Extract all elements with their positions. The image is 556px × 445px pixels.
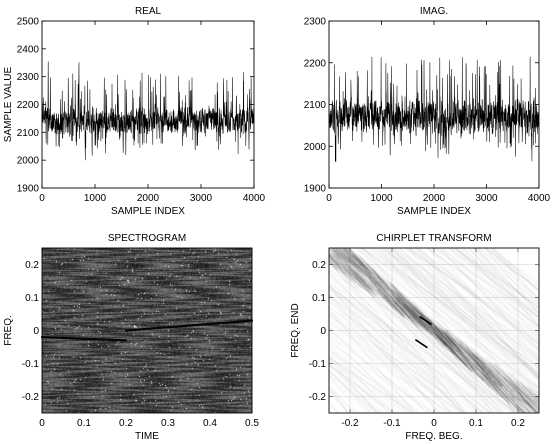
chirplet-xtick-label: 0 [431,418,437,429]
spectrogram-xlabel: TIME [135,431,159,442]
spectrogram-xtick-label: 0.2 [119,418,133,429]
real-xtick-label: 3000 [190,193,213,204]
spectrogram-axes: SPECTROGRAM TIME FREQ. 0 0.1 0.2 0.3 0.4 0.5 -0.2… [3,233,259,442]
imag-ytick-label: 2300 [304,17,327,28]
spectrogram-xtick-label: 0.3 [161,418,175,429]
spectrogram-title: SPECTROGRAM [108,233,186,244]
spectrogram-xtick-label: 0 [39,418,45,429]
real-xtick-label: 2000 [137,193,160,204]
real-axes: REAL SAMPLE INDEX SAMPLE VALUE 0 1000 2000 300… [3,6,266,217]
real-ytick-label: 2000 [17,156,40,167]
spectrogram-ytick-label: -0.2 [22,392,40,403]
chirplet-image [329,248,539,413]
real-xlabel: SAMPLE INDEX [111,206,185,217]
real-series-line [41,61,255,161]
real-xtick-label: 4000 [243,193,266,204]
real-ytick-label: 2300 [17,72,40,83]
spectrogram-ytick-label: 0 [33,326,39,337]
imag-title: IMAG. [420,6,448,17]
real-title: REAL [135,6,162,17]
real-ytick-label: 2200 [17,100,40,111]
real-ytick-label: 1900 [17,184,40,195]
spectrogram-ytick-label: -0.1 [22,359,40,370]
spectrogram-xtick-label: 0.5 [245,418,259,429]
chirplet-xtick-label: -0.1 [383,418,401,429]
spectrogram-ylabel: FREQ. [3,315,14,346]
real-ytick-label: 2100 [17,128,40,139]
imag-ytick-label: 2000 [304,142,327,153]
chirplet-frame [328,247,540,414]
chirplet-ytick-label: 0.1 [312,293,326,304]
spectrogram-xtick-label: 0.1 [77,418,91,429]
chirplet-ytick-label: 0.2 [312,260,326,271]
spectrogram-image [42,248,252,413]
imag-xtick-label: 4000 [528,193,551,204]
real-xtick-label: 1000 [84,193,107,204]
imag-ytick-label: 2200 [304,58,327,69]
chirplet-xlabel: FREQ. BEG. [405,431,462,442]
spectrogram-xtick-label: 0.4 [203,418,217,429]
imag-xtick-label: 2000 [423,193,446,204]
real-ytick-label: 2400 [17,44,40,55]
spectrogram-ytick-label: 0.2 [25,260,39,271]
imag-xtick-label: 0 [326,193,332,204]
imag-xtick-label: 3000 [475,193,498,204]
spectrogram-ytick-label: 0.1 [25,293,39,304]
spectrogram-chirp-line [124,319,254,332]
chirplet-xtick-label: 0.1 [469,418,483,429]
spectrogram-chirp-line [40,336,128,342]
imag-frame [328,20,540,189]
chirplet-ytick-label: -0.2 [309,392,327,403]
real-frame [41,20,255,189]
chirplet-axes: CHIRPLET TRANSFORM FREQ. BEG. FREQ. END -0.… [290,233,540,442]
chirplet-xtick-label: -0.2 [341,418,359,429]
chirplet-ytick-label: 0 [320,326,326,337]
imag-series-line [328,56,540,162]
chirplet-xtick-label: 0.2 [511,418,525,429]
chirplet-ytick-label: -0.1 [309,359,327,370]
real-ytick-label: 2500 [17,17,40,28]
imag-axes: IMAG. SAMPLE INDEX 0 1000 2000 3000 4000 1900 20… [304,6,551,217]
chirplet-peak [414,339,428,349]
spectrogram-frame [41,247,253,414]
real-xtick-label: 0 [39,193,45,204]
chirplet-title: CHIRPLET TRANSFORM [376,233,491,244]
imag-xlabel: SAMPLE INDEX [397,206,471,217]
real-ylabel: SAMPLE VALUE [3,66,14,142]
imag-ytick-label: 1900 [304,184,327,195]
chirplet-peak [419,315,433,326]
imag-ytick-label: 2100 [304,100,327,111]
chirplet-ylabel: FREQ. END [290,303,301,357]
imag-xtick-label: 1000 [370,193,393,204]
